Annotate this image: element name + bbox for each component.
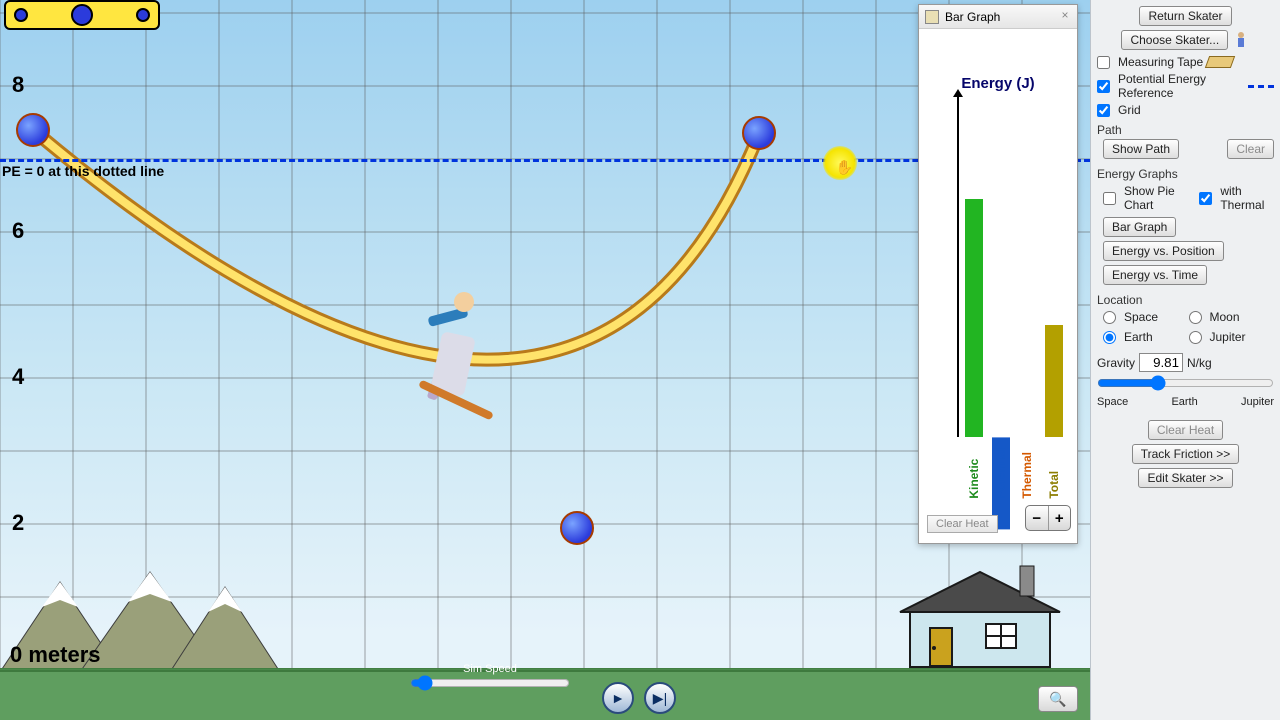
gravity-input[interactable] bbox=[1139, 353, 1183, 372]
energy-bar-label: Thermal bbox=[1020, 448, 1034, 499]
y-axis-tick: 4 bbox=[12, 364, 24, 390]
bargraph-titlebar[interactable]: Bar Graph × bbox=[919, 5, 1077, 29]
energy-bar-label: Potential bbox=[994, 448, 1008, 499]
location-radio-moon[interactable]: Moon bbox=[1189, 310, 1275, 324]
edit-skater-button[interactable]: Edit Skater >> bbox=[1138, 468, 1232, 488]
sim-speed-label: Sim Speed bbox=[410, 663, 570, 675]
cursor-pointer-icon: ✋ bbox=[836, 159, 853, 176]
y-axis-tick: 2 bbox=[12, 510, 24, 536]
bargraph-app-icon bbox=[925, 10, 939, 24]
energy-bar-label: Kinetic bbox=[967, 448, 981, 499]
energy-bar-kinetic bbox=[965, 199, 983, 437]
energy-bar-total bbox=[1045, 325, 1063, 437]
show-pie-checkbox[interactable]: Show Pie Chart with Thermal bbox=[1103, 184, 1274, 212]
pe-dashed-icon bbox=[1248, 85, 1274, 88]
bargraph-axis bbox=[957, 95, 959, 437]
gravity-slider-labels: Space Earth Jupiter bbox=[1097, 396, 1274, 408]
skater-icon bbox=[1232, 31, 1250, 51]
energy-bar-label: Total bbox=[1047, 448, 1061, 499]
path-section-title: Path bbox=[1097, 123, 1274, 137]
clear-path-button[interactable]: Clear bbox=[1227, 139, 1274, 159]
bargraph-chart: Energy (J) Kinetic Potential Thermal Total bbox=[919, 29, 1077, 507]
location-radio-space[interactable]: Space bbox=[1103, 310, 1189, 324]
bargraph-zoom-in[interactable]: + bbox=[1049, 506, 1071, 530]
play-button[interactable]: ► bbox=[602, 682, 634, 714]
bargraph-zoom-out[interactable]: − bbox=[1026, 506, 1049, 530]
sim-speed-slider[interactable] bbox=[410, 675, 570, 691]
clear-heat-button[interactable]: Clear Heat bbox=[1148, 420, 1223, 440]
bar-graph-button[interactable]: Bar Graph bbox=[1103, 217, 1176, 237]
bargraph-chart-title: Energy (J) bbox=[919, 75, 1077, 92]
track-node[interactable] bbox=[742, 116, 776, 150]
bargraph-clear-heat-button[interactable]: Clear Heat bbox=[927, 515, 998, 533]
tape-icon bbox=[1205, 56, 1235, 68]
pe-reference-label: PE = 0 at this dotted line bbox=[2, 163, 164, 179]
grid-checkbox[interactable]: Grid bbox=[1097, 103, 1274, 117]
gravity-row: Gravity N/kg bbox=[1097, 353, 1274, 372]
bargraph-title: Bar Graph bbox=[945, 10, 1000, 24]
bargraph-zoom-control[interactable]: − + bbox=[1025, 505, 1071, 531]
gravity-label: Gravity bbox=[1097, 356, 1135, 370]
y-axis-tick: 8 bbox=[12, 72, 24, 98]
y-axis-tick: 6 bbox=[12, 218, 24, 244]
bargraph-window[interactable]: Bar Graph × Energy (J) Kinetic Potential T… bbox=[918, 4, 1078, 544]
skater[interactable] bbox=[406, 294, 506, 404]
sim-speed-control[interactable]: Sim Speed bbox=[410, 663, 570, 696]
gravity-slider[interactable] bbox=[1097, 375, 1274, 391]
track-node[interactable] bbox=[16, 113, 50, 147]
origin-label: 0 meters bbox=[10, 642, 101, 668]
location-radio-earth[interactable]: Earth bbox=[1103, 330, 1189, 344]
energy-vs-position-button[interactable]: Energy vs. Position bbox=[1103, 241, 1224, 261]
location-radio-jupiter[interactable]: Jupiter bbox=[1189, 330, 1275, 344]
track-node[interactable] bbox=[560, 511, 594, 545]
track-friction-button[interactable]: Track Friction >> bbox=[1132, 444, 1240, 464]
choose-skater-button[interactable]: Choose Skater... bbox=[1121, 30, 1228, 50]
measuring-tape-checkbox[interactable]: Measuring Tape bbox=[1097, 55, 1274, 69]
house-scenery bbox=[890, 562, 1070, 672]
pe-reference-checkbox[interactable]: Potential Energy Reference bbox=[1097, 72, 1274, 100]
close-icon[interactable]: × bbox=[1057, 8, 1073, 24]
step-button[interactable]: ▶| bbox=[644, 682, 676, 714]
location-title: Location bbox=[1097, 293, 1274, 307]
show-path-button[interactable]: Show Path bbox=[1103, 139, 1179, 159]
gravity-unit: N/kg bbox=[1187, 356, 1212, 370]
energy-vs-time-button[interactable]: Energy vs. Time bbox=[1103, 265, 1207, 285]
return-skater-button[interactable]: Return Skater bbox=[1139, 6, 1231, 26]
energy-graphs-title: Energy Graphs bbox=[1097, 167, 1274, 181]
zoom-out-button[interactable]: 🔍 bbox=[1038, 686, 1078, 712]
skateboard-icon[interactable] bbox=[4, 0, 160, 30]
control-panel: Return Skater Choose Skater... Measuring… bbox=[1090, 0, 1280, 720]
